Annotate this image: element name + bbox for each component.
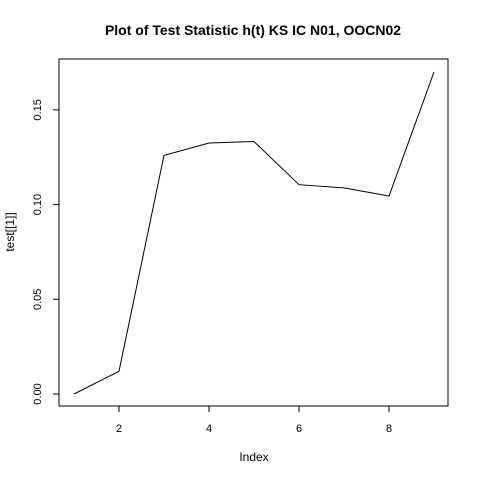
series-line bbox=[73, 71, 435, 395]
x-axis: 2 4 6 8 bbox=[116, 406, 392, 435]
x-tick-label: 2 bbox=[116, 423, 122, 435]
y-tick-label: 0.00 bbox=[32, 383, 44, 404]
y-tick-label: 0.05 bbox=[32, 289, 44, 310]
x-axis-label: Index bbox=[239, 450, 268, 464]
x-tick-label: 6 bbox=[296, 423, 302, 435]
y-axis: 0.00 0.05 0.10 0.15 bbox=[32, 99, 59, 405]
y-axis-label: test[[1]] bbox=[3, 212, 17, 251]
plot-frame bbox=[58, 58, 449, 407]
chart-title: Plot of Test Statistic h(t) KS IC N01, O… bbox=[105, 22, 401, 38]
x-tick-label: 8 bbox=[386, 423, 392, 435]
x-tick-label: 4 bbox=[206, 423, 212, 435]
y-tick-label: 0.15 bbox=[32, 99, 44, 120]
series-group bbox=[73, 71, 435, 395]
y-tick-label: 0.10 bbox=[32, 194, 44, 215]
